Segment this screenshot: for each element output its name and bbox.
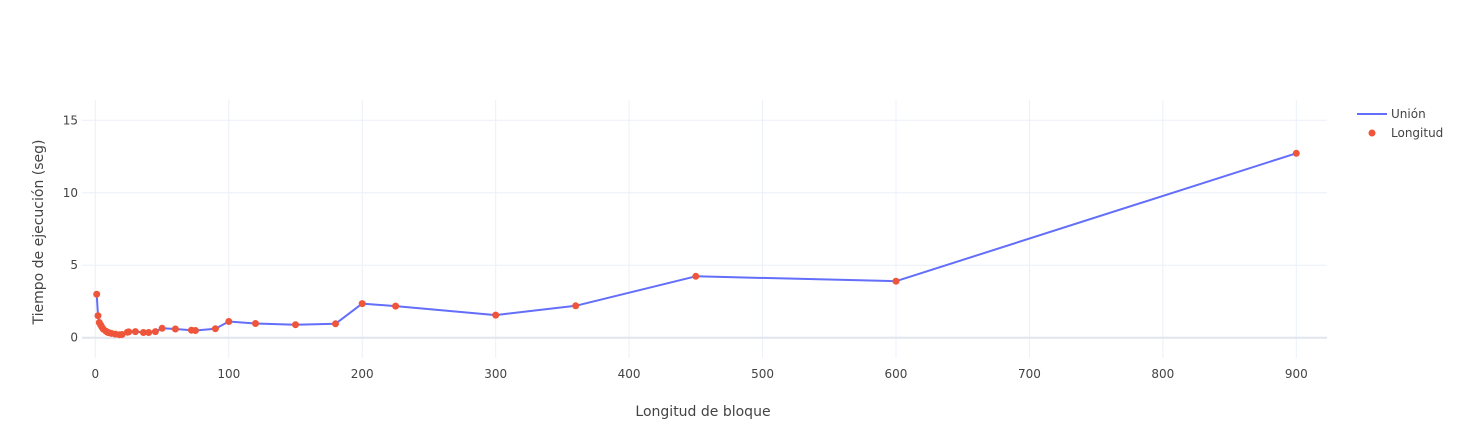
data-point[interactable] — [225, 318, 233, 325]
y-tick-label: 5 — [70, 258, 78, 272]
x-axis-ticks: 0 100 200 300 400 500 600 700 800 900 — [92, 367, 1308, 381]
x-tick-label: 200 — [351, 367, 374, 381]
y-axis-title: Tiempo de ejecución (seg) — [31, 140, 47, 326]
data-point[interactable] — [191, 327, 199, 334]
data-point[interactable] — [892, 277, 900, 285]
data-point[interactable] — [292, 321, 299, 329]
data-point[interactable] — [332, 320, 339, 328]
data-point[interactable] — [145, 329, 153, 336]
data-point[interactable] — [125, 328, 133, 336]
data-point[interactable] — [93, 290, 101, 298]
x-tick-label: 700 — [1018, 367, 1041, 381]
grid — [82, 100, 1327, 358]
data-point[interactable] — [151, 328, 159, 336]
data-point[interactable] — [492, 311, 500, 319]
y-tick-label: 15 — [63, 113, 78, 127]
data-point[interactable] — [572, 302, 580, 310]
data-point[interactable] — [171, 325, 179, 333]
legend-item-line[interactable]: Unión — [1357, 107, 1426, 121]
x-tick-label: 500 — [751, 367, 774, 381]
x-tick-label: 400 — [618, 367, 641, 381]
x-axis-title: Longitud de bloque — [635, 404, 770, 420]
data-point[interactable] — [252, 320, 259, 327]
y-axis-ticks: 0 5 10 15 — [63, 113, 78, 344]
data-point[interactable] — [358, 300, 366, 308]
legend-line-label: Unión — [1391, 107, 1426, 121]
y-tick-label: 0 — [70, 331, 78, 345]
data-point[interactable] — [1292, 149, 1300, 157]
data-point[interactable] — [139, 329, 147, 336]
data-point[interactable] — [392, 302, 400, 310]
x-tick-label: 100 — [217, 367, 240, 381]
x-tick-label: 300 — [484, 367, 507, 381]
x-tick-label: 900 — [1285, 367, 1308, 381]
data-point[interactable] — [131, 328, 139, 336]
legend-marker-swatch — [1368, 129, 1376, 137]
legend-item-markers[interactable]: Longitud — [1368, 126, 1444, 140]
x-tick-label: 800 — [1151, 367, 1174, 381]
y-tick-label: 10 — [63, 186, 78, 200]
legend[interactable]: Unión Longitud — [1357, 107, 1443, 140]
data-point[interactable] — [158, 324, 166, 332]
legend-markers-label: Longitud — [1391, 126, 1443, 140]
data-point[interactable] — [94, 312, 102, 320]
data-point[interactable] — [692, 272, 700, 280]
x-tick-label: 0 — [92, 367, 100, 381]
plot-area — [93, 149, 1300, 339]
series-line[interactable] — [95, 152, 1297, 336]
data-point[interactable] — [211, 325, 219, 333]
x-tick-label: 600 — [885, 367, 908, 381]
data-point[interactable] — [118, 331, 126, 338]
